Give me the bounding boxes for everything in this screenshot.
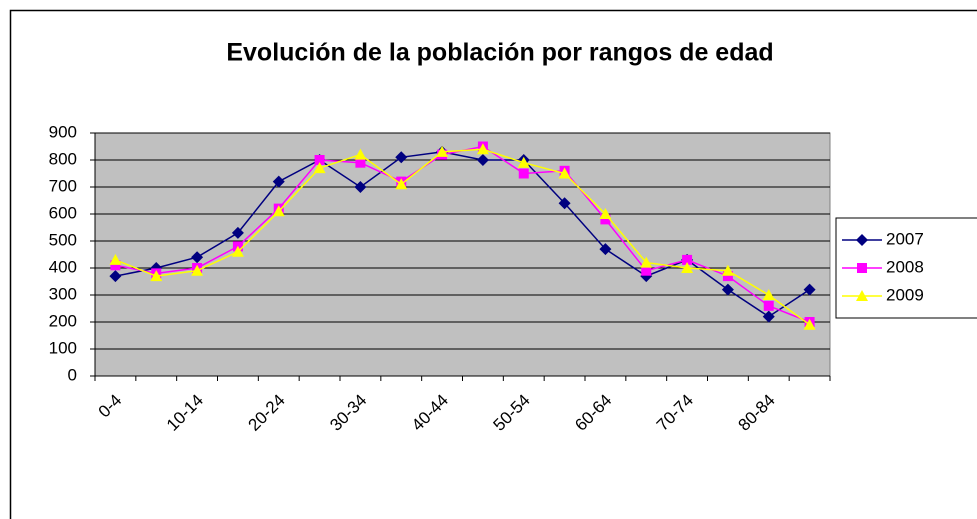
data-point [109, 253, 122, 265]
data-point [763, 300, 774, 311]
data-point [191, 251, 204, 264]
data-point [517, 156, 530, 168]
data-point [395, 178, 408, 190]
data-point [395, 151, 408, 164]
data-point [721, 264, 734, 276]
data-point [682, 254, 693, 265]
data-point [518, 168, 529, 179]
y-tick-label: 500 [49, 230, 77, 249]
data-point [558, 167, 571, 179]
data-point [762, 310, 775, 323]
y-tick-label: 300 [49, 284, 77, 303]
y-tick-label: 800 [49, 149, 77, 168]
data-point [313, 162, 326, 174]
data-point [314, 155, 325, 165]
y-tick-label: 700 [49, 176, 77, 195]
data-point [558, 197, 571, 210]
data-point [722, 271, 733, 282]
data-point [354, 181, 367, 193]
y-tick-label: 600 [49, 203, 77, 222]
y-tick-label: 0 [68, 365, 77, 384]
data-point [600, 214, 611, 225]
data-point [803, 283, 816, 296]
legend-label: 2009 [886, 285, 924, 304]
y-tick-label: 100 [49, 338, 77, 357]
y-tick-label: 200 [49, 311, 77, 330]
data-point [640, 256, 653, 268]
data-point [272, 175, 285, 188]
legend-label: 2007 [886, 229, 924, 248]
data-point [599, 243, 612, 256]
data-point [272, 205, 285, 217]
legend-marker [856, 234, 868, 246]
data-point [354, 148, 367, 160]
data-point [110, 260, 121, 271]
legend-label: 2008 [886, 257, 924, 276]
plot-area [94, 132, 831, 377]
data-point [476, 154, 489, 166]
data-point [641, 265, 652, 276]
data-point [599, 208, 612, 219]
legend-marker [856, 290, 868, 301]
y-tick-label: 900 [49, 122, 77, 141]
data-point [150, 270, 163, 282]
data-point [231, 226, 244, 239]
data-point [762, 289, 775, 300]
chart-title: Evolución de la población por rangos de … [226, 39, 773, 67]
data-point [681, 262, 694, 273]
data-point [109, 270, 122, 283]
data-point [436, 145, 449, 157]
data-point [476, 143, 489, 155]
data-point [721, 283, 734, 296]
data-point [803, 318, 816, 330]
data-point [231, 245, 244, 257]
legend-marker [857, 263, 867, 273]
data-point [355, 157, 366, 168]
data-point [191, 264, 204, 276]
series-line [115, 151, 810, 318]
y-tick-label: 400 [49, 257, 77, 276]
series-line [115, 148, 811, 326]
